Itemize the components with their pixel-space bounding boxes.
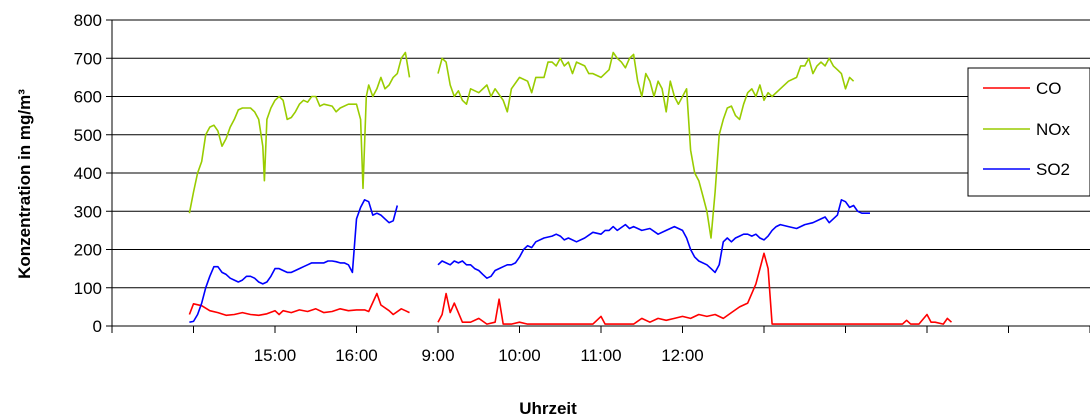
y-tick-label-200: 200 [74, 241, 102, 260]
series-co-line-1 [188, 292, 410, 317]
x-tick-label-10-00: 10:00 [498, 346, 541, 365]
gridlines [112, 19, 1090, 327]
legend-box [967, 67, 1090, 197]
y-tick-label-0: 0 [93, 317, 102, 336]
legend-nox-label: NOx [1036, 120, 1071, 139]
y-axis-title: Konzentration in mg/m³ [15, 89, 34, 279]
series-nox [188, 51, 855, 239]
x-tick-label-12-00: 12:00 [661, 346, 704, 365]
x-tick-label-9-00: 9:00 [421, 346, 454, 365]
series-so2 [189, 199, 870, 323]
axes [106, 19, 1090, 333]
legend-so2-label: SO2 [1036, 160, 1070, 179]
series-co-line-2 [437, 252, 953, 325]
y-tick-label-700: 700 [74, 49, 102, 68]
y-tick-label-100: 100 [74, 279, 102, 298]
series-lines [188, 51, 953, 325]
legend-co-label: CO [1036, 79, 1062, 98]
tick-labels: 0 100 200 300 400 500 600 700 800 15:00 16:00 9:00 1… [74, 11, 704, 365]
series-nox-line-1 [188, 51, 411, 214]
legend: CO NOx SO2 [967, 67, 1090, 197]
x-tick-label-11-00: 11:00 [580, 346, 621, 365]
y-tick-label-400: 400 [74, 164, 102, 183]
x-axis-title: Uhrzeit [519, 399, 577, 418]
y-tick-label-500: 500 [74, 126, 102, 145]
x-tick-label-16-00: 16:00 [335, 346, 378, 365]
y-tick-label-300: 300 [74, 202, 102, 221]
series-nox-line-2 [437, 51, 855, 239]
series-so2-line-2 [437, 199, 870, 280]
y-tick-label-600: 600 [74, 88, 102, 107]
series-co [188, 252, 953, 325]
x-tick-label-15-00: 15:00 [254, 346, 297, 365]
series-so2-line-1 [189, 199, 399, 323]
y-tick-label-800: 800 [74, 11, 102, 30]
